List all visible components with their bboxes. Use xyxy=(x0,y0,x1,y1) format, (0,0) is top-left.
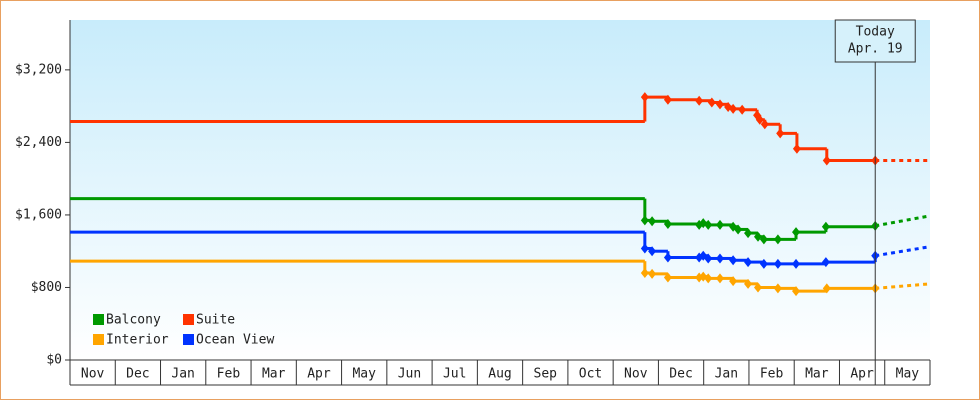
point-marker xyxy=(695,95,704,106)
x-tick-label: Nov xyxy=(624,367,648,382)
point-marker xyxy=(648,216,657,227)
point-marker xyxy=(822,155,831,166)
point-marker xyxy=(792,143,801,154)
projection-line xyxy=(875,282,931,290)
point-marker xyxy=(715,219,724,230)
legend-swatch xyxy=(183,314,194,325)
y-tick-label: $1,600 xyxy=(15,207,62,222)
point-marker xyxy=(640,92,649,103)
point-marker xyxy=(744,228,753,239)
y-tick-label: $800 xyxy=(31,280,62,295)
point-marker xyxy=(738,104,747,115)
point-marker xyxy=(715,253,724,264)
legend-label: Interior xyxy=(106,333,169,348)
point-marker xyxy=(821,221,830,232)
series xyxy=(70,230,931,269)
point-marker xyxy=(663,94,672,105)
x-tick-label: Jan xyxy=(715,367,738,382)
x-tick-label: Dec xyxy=(126,367,149,382)
x-tick-label: Dec xyxy=(669,367,692,382)
point-marker xyxy=(707,97,716,108)
point-marker xyxy=(773,234,782,245)
plot-area xyxy=(70,20,930,360)
point-marker xyxy=(754,282,762,293)
x-tick-label: May xyxy=(896,367,920,382)
x-tick-label: May xyxy=(352,367,376,382)
point-marker xyxy=(744,278,753,289)
point-marker xyxy=(755,114,764,125)
x-tick-label: Aug xyxy=(488,367,511,382)
point-marker xyxy=(640,215,649,226)
projection-line xyxy=(874,214,931,228)
x-tick-label: Apr xyxy=(307,367,331,382)
point-marker xyxy=(704,219,713,230)
projection-line xyxy=(874,245,931,258)
x-tick-label: Nov xyxy=(81,367,105,382)
point-marker xyxy=(640,243,649,254)
y-tick-label: $0 xyxy=(46,353,62,368)
today-box xyxy=(834,19,916,63)
point-marker xyxy=(821,257,830,268)
legend-label: Suite xyxy=(196,313,235,328)
point-marker xyxy=(759,258,768,269)
point-marker xyxy=(754,231,762,242)
x-tick-label: Mar xyxy=(262,367,286,382)
point-marker xyxy=(704,253,713,264)
point-marker xyxy=(729,276,738,287)
point-marker xyxy=(704,273,713,284)
point-marker xyxy=(760,119,769,130)
y-tick-label: $2,400 xyxy=(15,135,62,150)
today-label: Apr. 19 xyxy=(848,42,903,57)
x-tick-label: Mar xyxy=(805,367,829,382)
x-tick-label: Jan xyxy=(171,367,194,382)
point-marker xyxy=(792,258,801,269)
series xyxy=(70,197,931,245)
point-marker xyxy=(773,283,782,294)
legend-swatch xyxy=(183,334,194,345)
legend-swatch xyxy=(93,314,104,325)
point-marker xyxy=(792,227,801,238)
x-tick-label: Jun xyxy=(398,367,421,382)
today-label: Today xyxy=(856,25,895,40)
point-marker xyxy=(663,252,672,263)
series xyxy=(70,92,930,166)
point-marker xyxy=(663,272,672,283)
point-marker xyxy=(773,258,782,269)
point-marker xyxy=(744,257,753,268)
point-marker xyxy=(776,128,785,139)
legend-swatch xyxy=(93,334,104,345)
point-marker xyxy=(640,267,649,278)
point-marker xyxy=(729,255,738,266)
point-marker xyxy=(648,268,657,279)
x-tick-label: Jul xyxy=(443,367,466,382)
point-marker xyxy=(715,273,724,284)
point-marker xyxy=(759,234,768,245)
x-tick-label: Feb xyxy=(760,367,784,382)
point-marker xyxy=(734,224,743,235)
x-tick-label: Feb xyxy=(217,367,241,382)
point-marker xyxy=(663,219,672,229)
point-marker xyxy=(648,246,657,257)
series xyxy=(70,259,931,297)
point-marker xyxy=(715,99,724,110)
point-marker xyxy=(822,283,831,294)
legend-label: Ocean View xyxy=(196,333,274,348)
point-marker xyxy=(792,286,801,297)
point-marker xyxy=(729,103,738,114)
x-tick-label: Sep xyxy=(534,367,558,382)
x-tick-label: Apr xyxy=(850,367,874,382)
legend-label: Balcony xyxy=(106,313,161,328)
y-tick-label: $3,200 xyxy=(15,62,62,77)
x-tick-label: Oct xyxy=(579,367,602,382)
